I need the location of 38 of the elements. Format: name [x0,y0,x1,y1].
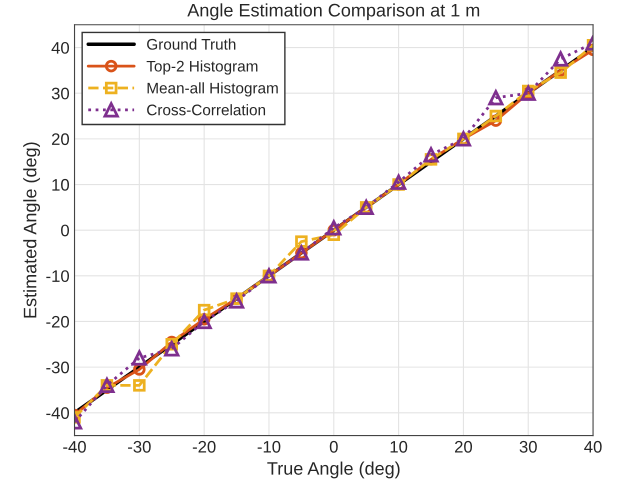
point [423,147,439,162]
y-tick-label: 20 [52,133,70,146]
point [164,341,180,357]
x-axis-title: True Angle (deg) [267,462,400,478]
y-axis-title: Estimated Angle (deg) [23,142,40,318]
legend-label: Top-2 Histogram [146,60,258,75]
y-tick-label: -30 [46,362,70,374]
y-tick-label: 10 [52,178,70,191]
y-tick-label: -10 [46,270,70,282]
y-tick-label: 40 [52,42,70,54]
point [553,51,568,67]
point [132,350,147,366]
point [196,314,212,330]
point [133,379,146,392]
x-tick-label: 40 [584,440,602,453]
x-tick-label: 30 [520,440,537,453]
x-tick-label: -10 [258,440,280,453]
legend-label: Mean-all Histogram [148,82,278,97]
x-tick-label: -20 [192,440,216,453]
x-tick-label: 10 [390,440,408,453]
y-tick-label: 30 [52,88,70,100]
legend-label: Cross-Correlation [147,104,266,116]
y-tick-label: 0 [61,224,70,236]
point [228,293,244,309]
y-tick-label: -20 [46,316,70,328]
point [326,220,342,236]
point [198,304,210,316]
chart-title: Angle Estimation Comparison at 1 m [187,3,480,20]
point [390,174,406,190]
x-tick-label: -40 [63,440,86,453]
point [295,235,308,248]
x-tick-label: -30 [128,440,151,453]
y-tick-label: -40 [46,407,70,419]
x-tick-label: 20 [454,440,472,453]
point [490,110,502,122]
point [488,90,504,106]
x-tick-label: 0 [330,440,338,453]
legend-label: Ground Truth [147,38,236,50]
